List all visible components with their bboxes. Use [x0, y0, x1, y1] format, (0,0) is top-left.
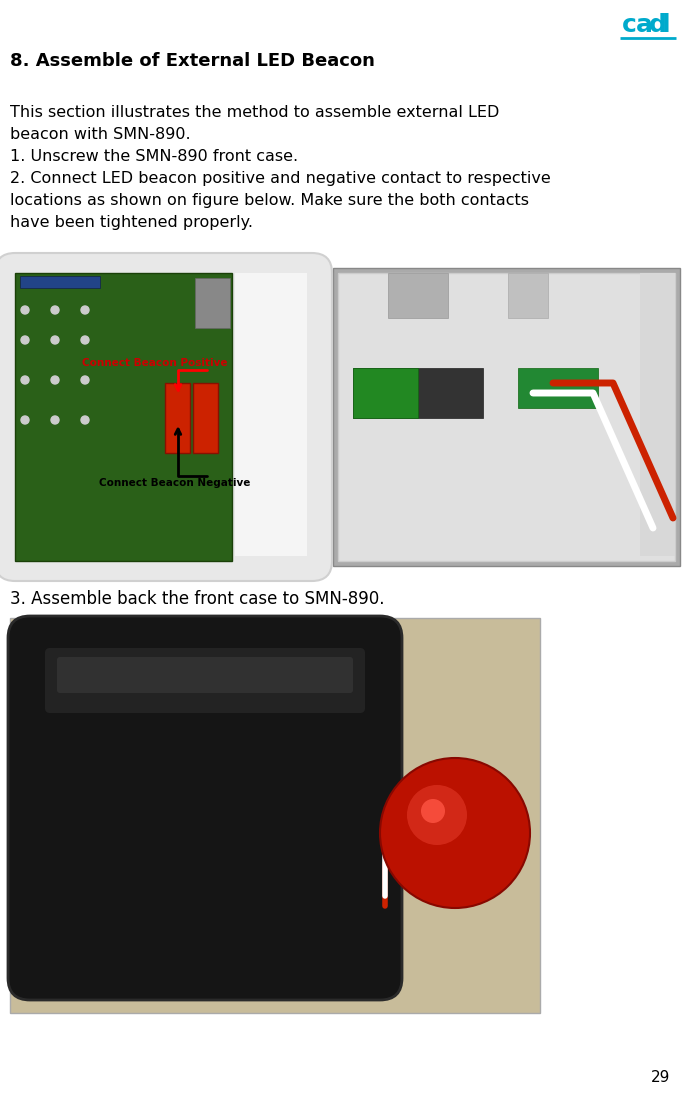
Bar [333, 268, 680, 566]
Text: 8. Assemble of External LED Beacon: 8. Assemble of External LED Beacon [10, 52, 375, 69]
Circle shape [81, 336, 89, 344]
Text: 29: 29 [651, 1070, 670, 1085]
Circle shape [51, 336, 59, 344]
Circle shape [81, 306, 89, 314]
Circle shape [21, 416, 29, 424]
FancyBboxPatch shape [45, 647, 365, 713]
Text: l: l [662, 13, 671, 38]
FancyBboxPatch shape [8, 615, 402, 1000]
Text: Connect Beacon Positive: Connect Beacon Positive [82, 358, 228, 368]
Bar [193, 383, 218, 453]
Circle shape [81, 376, 89, 384]
Text: have been tightened properly.: have been tightened properly. [10, 215, 253, 231]
Circle shape [51, 416, 59, 424]
Circle shape [81, 416, 89, 424]
Bar [518, 368, 598, 408]
Bar [10, 268, 317, 566]
Bar [195, 278, 230, 328]
Bar [10, 618, 540, 1013]
Text: beacon with SMN-890.: beacon with SMN-890. [10, 127, 190, 142]
Text: 2. Connect LED beacon positive and negative contact to respective: 2. Connect LED beacon positive and negat… [10, 171, 551, 186]
Bar [388, 274, 448, 318]
Text: Connect Beacon Negative: Connect Beacon Negative [99, 478, 250, 488]
Text: a: a [636, 13, 653, 38]
Bar [20, 276, 100, 288]
Bar [508, 274, 548, 318]
Text: d: d [649, 13, 667, 38]
Text: locations as shown on figure below. Make sure the both contacts: locations as shown on figure below. Make… [10, 193, 529, 208]
FancyBboxPatch shape [0, 253, 332, 581]
Circle shape [421, 799, 445, 823]
Text: This section illustrates the method to assemble external LED: This section illustrates the method to a… [10, 105, 500, 120]
Bar [235, 274, 307, 556]
Bar [338, 274, 675, 561]
Circle shape [51, 376, 59, 384]
Bar [640, 274, 675, 556]
Bar [353, 368, 483, 418]
Circle shape [380, 758, 530, 908]
Circle shape [407, 785, 467, 845]
Circle shape [21, 306, 29, 314]
Bar [165, 383, 190, 453]
Text: c: c [622, 13, 637, 38]
FancyBboxPatch shape [57, 657, 353, 693]
Bar [15, 274, 232, 561]
Circle shape [51, 306, 59, 314]
Text: 1. Unscrew the SMN-890 front case.: 1. Unscrew the SMN-890 front case. [10, 149, 298, 164]
Text: 3. Assemble back the front case to SMN-890.: 3. Assemble back the front case to SMN-8… [10, 590, 384, 608]
Bar [353, 368, 418, 418]
Circle shape [21, 376, 29, 384]
Circle shape [21, 336, 29, 344]
